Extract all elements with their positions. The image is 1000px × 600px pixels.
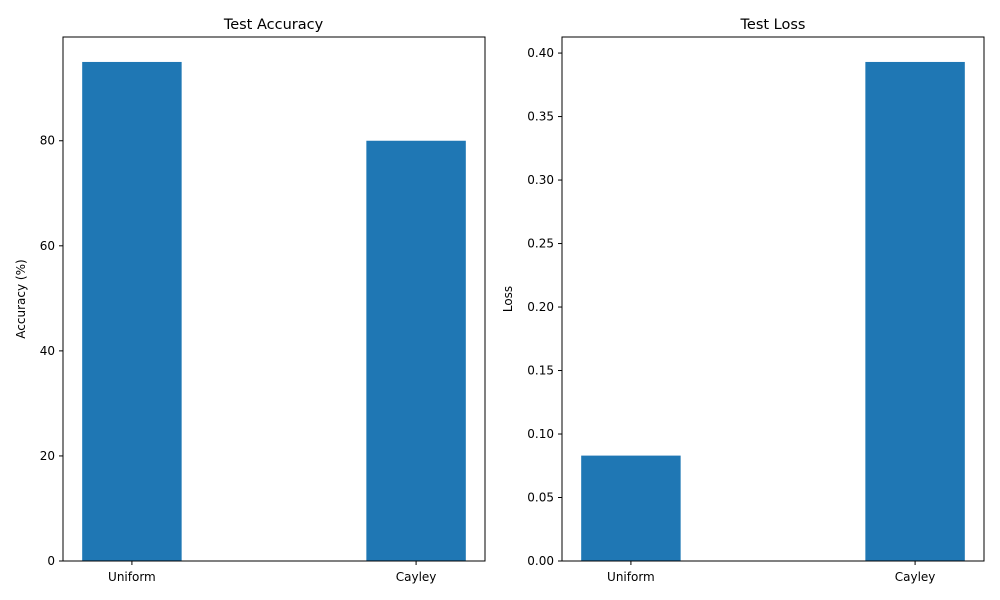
accuracy-chart-title: Test Accuracy (223, 17, 324, 33)
accuracy-bar-cayley (366, 140, 466, 561)
loss-y-tick-label: 0.40 (527, 46, 554, 60)
loss-y-tick-label: 0.05 (527, 491, 554, 505)
loss-bar-cayley (865, 61, 965, 561)
accuracy-y-tick-label: 40 (40, 344, 55, 358)
loss-bar-uniform (581, 455, 681, 561)
loss-y-tick-label: 0.20 (527, 300, 554, 314)
accuracy-x-tick-label: Uniform (108, 570, 156, 584)
loss-x-tick-label: Cayley (895, 570, 936, 584)
loss-y-tick-label: 0.25 (527, 237, 554, 251)
loss-y-tick-label: 0.30 (527, 173, 554, 187)
loss-chart-title: Test Loss (740, 17, 806, 33)
accuracy-y-tick-label: 0 (47, 554, 55, 568)
loss-y-tick-label: 0.15 (527, 364, 554, 378)
loss-x-tick-label: Uniform (607, 570, 655, 584)
loss-chart: Test Loss 0.00 0.05 0.10 0.15 0.20 0.25 0.30 0.… (501, 17, 985, 584)
accuracy-y-tick-label: 80 (40, 134, 55, 148)
loss-y-tick-label: 0.00 (527, 554, 554, 568)
loss-y-tick-label: 0.10 (527, 427, 554, 441)
accuracy-y-axis-label: Accuracy (%) (14, 259, 28, 338)
accuracy-bar-uniform (82, 61, 182, 561)
accuracy-chart: Test Accuracy 0 20 40 60 80 Uniform Cayley Ac… (14, 17, 486, 584)
accuracy-x-tick-label: Cayley (396, 570, 437, 584)
loss-y-axis-label: Loss (501, 286, 515, 312)
loss-y-tick-label: 0.35 (527, 110, 554, 124)
loss-plot-frame (561, 36, 985, 562)
accuracy-plot-frame (62, 36, 486, 562)
accuracy-y-tick-label: 60 (40, 239, 55, 253)
accuracy-y-tick-label: 20 (40, 449, 55, 463)
